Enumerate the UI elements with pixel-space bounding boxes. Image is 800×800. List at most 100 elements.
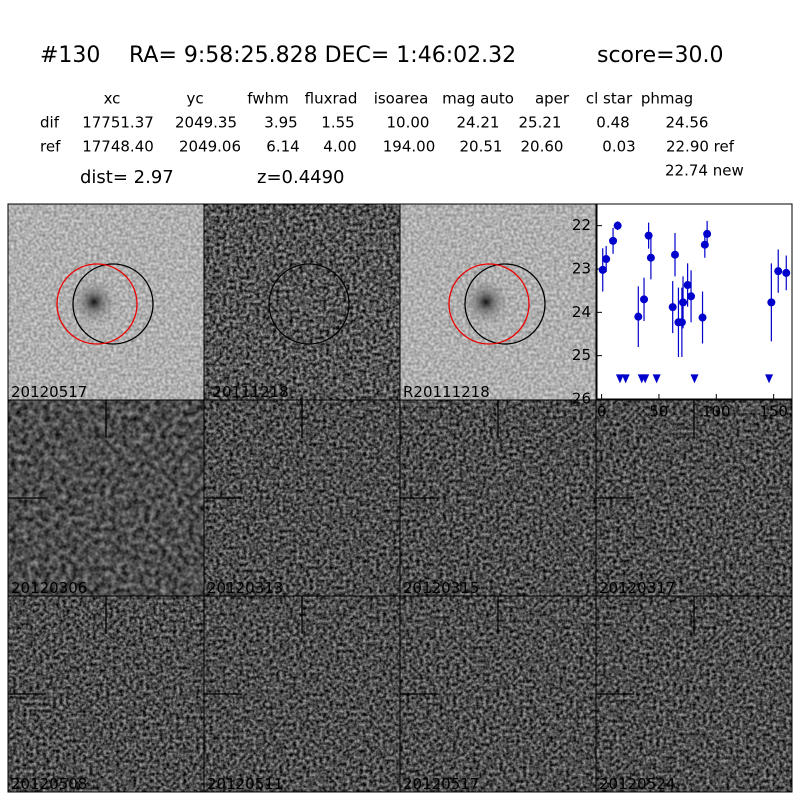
panel-label: 20120524 — [599, 775, 675, 793]
upper-limit — [690, 374, 699, 384]
panel-label: -20111218 — [207, 383, 289, 401]
detection-point — [774, 267, 783, 276]
image-panel: 20120511 — [203, 595, 401, 793]
detection-point — [640, 295, 649, 304]
column-header: fluxrad — [305, 90, 358, 108]
source-blob — [462, 278, 510, 326]
detection-point — [613, 221, 622, 230]
detection-point — [683, 281, 692, 290]
table-cell: 25.21 — [519, 114, 562, 132]
detection-point — [703, 229, 712, 238]
table-cell: 4.00 — [323, 138, 356, 156]
column-header: isoarea — [374, 90, 429, 108]
detection-point — [782, 268, 791, 277]
panel-label: 20120306 — [11, 579, 87, 597]
row-label: ref — [40, 138, 61, 156]
image-panel: 20120317 — [595, 399, 793, 597]
phmag-new: 22.74 new — [665, 162, 744, 180]
panel-frame — [595, 595, 793, 793]
upper-limit — [652, 374, 661, 384]
detection-point — [646, 253, 655, 262]
table-cell: 10.00 — [387, 114, 430, 132]
table-cell: 0.03 — [602, 138, 635, 156]
table-cell: 17751.37 — [82, 114, 154, 132]
upper-limit — [615, 374, 624, 384]
aperture-circle — [72, 263, 154, 345]
panel-label: 20120317 — [599, 579, 675, 597]
upper-limit — [641, 374, 650, 384]
row-label: dif — [40, 114, 60, 132]
detection-point — [609, 236, 618, 245]
table-cell: 24.56 — [666, 114, 709, 132]
column-header: mag auto — [442, 90, 514, 108]
panel-label: 20120508 — [11, 775, 87, 793]
image-panel: 20120508 — [7, 595, 205, 793]
table-cell: 0.48 — [596, 114, 629, 132]
table-cell: 6.14 — [266, 138, 299, 156]
upper-limit — [621, 374, 630, 384]
y-tick-label: 22 — [572, 216, 591, 234]
table-cell: 22.90 ref — [666, 138, 735, 156]
column-header: phmag — [641, 90, 693, 108]
column-header: xc — [104, 90, 121, 108]
panel-label: 20120315 — [403, 579, 479, 597]
panel-label: 20120517 — [11, 383, 87, 401]
y-tick-label: 26 — [572, 390, 591, 408]
detection-point — [677, 318, 686, 327]
detection-point — [687, 292, 696, 301]
detection-point — [634, 312, 643, 321]
table-cell: 194.00 — [383, 138, 436, 156]
table-cell: 20.51 — [460, 138, 503, 156]
distance: dist= 2.97 — [80, 167, 174, 188]
detection-point — [668, 303, 677, 312]
reference-circle — [56, 263, 138, 345]
reference-circle — [448, 263, 530, 345]
panel-label: 20120517 — [403, 775, 479, 793]
column-header: aper — [535, 90, 570, 108]
panel-label: R20111218 — [403, 383, 490, 401]
table-cell: 24.21 — [457, 114, 500, 132]
aperture-circle — [268, 263, 350, 345]
column-header: fwhm — [247, 90, 288, 108]
y-tick-label: 25 — [572, 346, 591, 364]
detection-point — [679, 298, 688, 307]
image-panel: R20111218 — [399, 203, 597, 401]
image-panel: 20120315 — [399, 399, 597, 597]
image-panel: 20120517 — [399, 595, 597, 793]
table-cell: 2049.35 — [175, 114, 237, 132]
candidate-id: #130 — [40, 43, 100, 68]
source-blob — [70, 278, 118, 326]
x-tick-label: 0 — [597, 403, 607, 421]
detection-point — [767, 298, 776, 307]
image-panel: 20120313 — [203, 399, 401, 597]
y-tick-label: 23 — [572, 260, 591, 278]
y-tick-label: 24 — [572, 303, 591, 321]
table-cell: 3.95 — [264, 114, 297, 132]
aperture-circle — [464, 263, 546, 345]
upper-limit — [765, 374, 774, 384]
coordinates: RA= 9:58:25.828 DEC= 1:46:02.32 — [129, 43, 516, 68]
redshift: z=0.4490 — [257, 167, 345, 188]
detection-point — [671, 250, 679, 259]
score: score=30.0 — [597, 43, 724, 68]
detection-point — [602, 255, 611, 264]
table-cell: 1.55 — [321, 114, 354, 132]
image-panel: 20120524 — [595, 595, 793, 793]
image-panel: 20120517 — [7, 203, 205, 401]
panel-label: 20120511 — [207, 775, 283, 793]
x-tick-label: 100 — [702, 403, 731, 421]
x-tick-label: 50 — [649, 403, 668, 421]
column-header: yc — [186, 90, 203, 108]
image-panel: 20120306 — [7, 399, 205, 597]
detection-point — [598, 265, 607, 274]
image-panel: -20111218 — [203, 203, 401, 401]
table-cell: 20.60 — [521, 138, 564, 156]
source-blob — [294, 294, 310, 310]
x-tick-label: 150 — [759, 403, 788, 421]
plot-area — [596, 203, 793, 400]
table-cell: 17748.40 — [82, 138, 154, 156]
panel-label: 20120313 — [207, 579, 283, 597]
table-cell: 2049.06 — [179, 138, 241, 156]
